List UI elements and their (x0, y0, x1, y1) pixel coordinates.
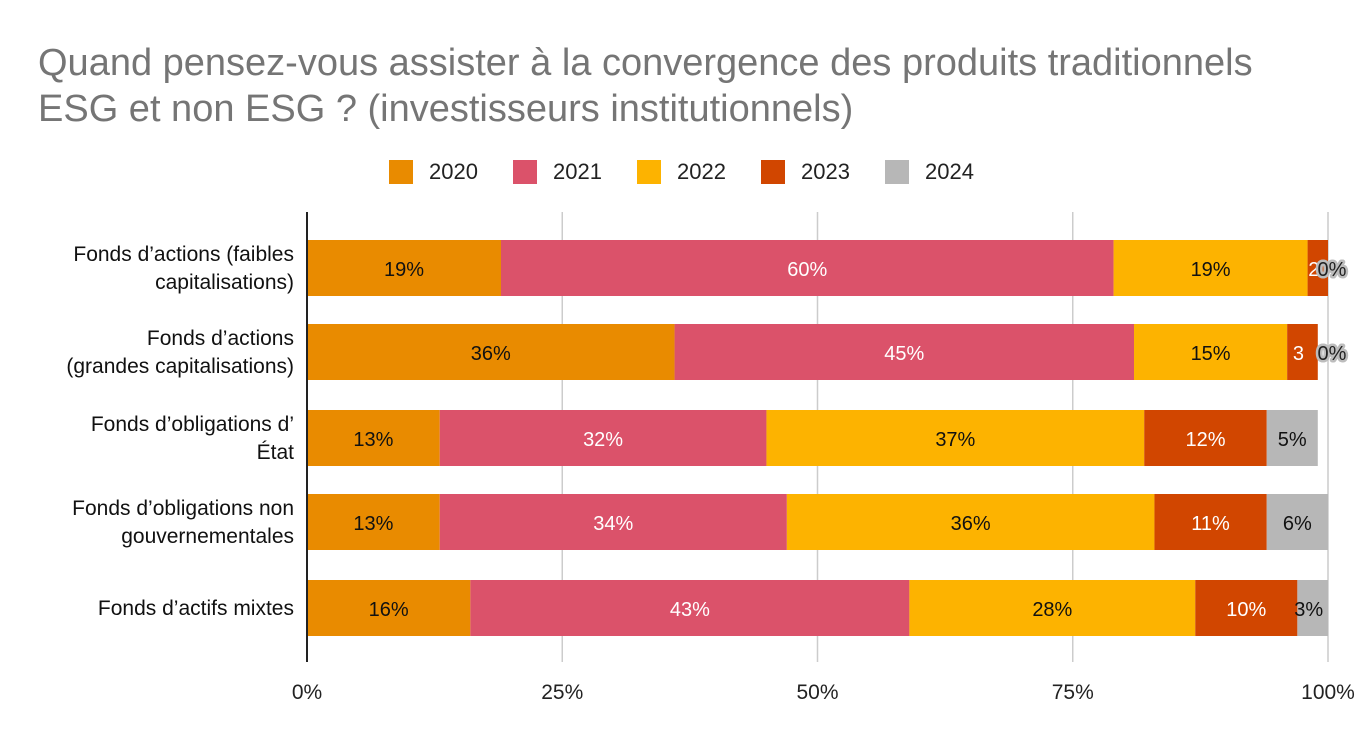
data-label: 45% (884, 343, 924, 365)
bar-segment-2023 (1307, 240, 1328, 296)
bar-segment-2020 (307, 324, 675, 380)
bar-segment-2024 (1266, 494, 1328, 550)
data-label: 3% (1294, 599, 1323, 621)
data-label: 43% (670, 599, 710, 621)
data-label: 2 (1308, 259, 1319, 281)
legend-swatch (637, 160, 661, 184)
legend-item: 2021 (513, 156, 602, 188)
bar-segment-2021 (500, 240, 1114, 296)
chart-legend: 2020 2021 2022 2023 2024 (0, 156, 1366, 188)
x-tick-label: 0% (292, 681, 322, 704)
data-label: 5% (1278, 429, 1307, 451)
bar-segment-2023 (1144, 410, 1267, 466)
data-label: 19% (1191, 259, 1231, 281)
bar-segment-2021 (439, 410, 767, 466)
bar-segment-2022 (1134, 324, 1288, 380)
chart-title-line-2: ESG et non ESG ? (investisseurs institut… (38, 88, 854, 130)
x-tick-label: 50% (796, 681, 838, 704)
data-label: 16% (369, 599, 409, 621)
data-label: 0% (1318, 259, 1347, 281)
data-label: 32% (583, 429, 623, 451)
data-label: 28% (1032, 599, 1072, 621)
legend-item: 2022 (637, 156, 726, 188)
chart-title: Quand pensez-vous assister à la converge… (38, 40, 1338, 132)
bar-segment-2023 (1195, 580, 1298, 636)
data-label: 60% (787, 259, 827, 281)
bar-segment-2022 (1113, 240, 1308, 296)
category-label: Fonds d’obligations d’ (91, 413, 294, 436)
legend-swatch (885, 160, 909, 184)
bar-segment-2022 (766, 410, 1145, 466)
data-label: 10% (1226, 599, 1266, 621)
data-label: 19% (384, 259, 424, 281)
bar-segment-2023 (1154, 494, 1267, 550)
data-label: 12% (1185, 429, 1225, 451)
bar-segment-2023 (1287, 324, 1318, 380)
bar-segment-2022 (786, 494, 1155, 550)
legend-label: 2024 (925, 159, 974, 184)
data-label: 0% (1318, 343, 1347, 365)
legend-label: 2020 (429, 159, 478, 184)
x-tick-label: 100% (1301, 681, 1355, 704)
category-label: gouvernementales (121, 525, 294, 548)
category-label: Fonds d’actions (147, 327, 294, 350)
category-label: État (257, 441, 295, 464)
bar-segment-2021 (470, 580, 910, 636)
bar-segment-2022 (909, 580, 1196, 636)
legend-swatch (761, 160, 785, 184)
bar-segment-2020 (307, 580, 471, 636)
x-tick-label: 25% (541, 681, 583, 704)
legend-label: 2022 (677, 159, 726, 184)
category-label: Fonds d’actions (faibles (73, 243, 294, 266)
data-label: 13% (353, 513, 393, 535)
data-label: 6% (1283, 513, 1312, 535)
bar-segment-2024 (1297, 580, 1328, 636)
bar-segment-2020 (307, 410, 440, 466)
category-label: Fonds d’actifs mixtes (98, 597, 294, 620)
data-label: 37% (935, 429, 975, 451)
category-label: (grandes capitalisations) (66, 355, 294, 378)
data-label: 3 (1293, 343, 1304, 365)
bar-segment-2020 (307, 240, 501, 296)
chart-title-line-1: Quand pensez-vous assister à la converge… (38, 42, 1253, 84)
bar-segment-2021 (674, 324, 1135, 380)
data-label: 34% (593, 513, 633, 535)
x-tick-label: 75% (1052, 681, 1094, 704)
legend-label: 2023 (801, 159, 850, 184)
legend-item: 2024 (885, 156, 974, 188)
legend-swatch (389, 160, 413, 184)
legend-item: 2023 (761, 156, 850, 188)
data-label: 36% (951, 513, 991, 535)
legend-item: 2020 (389, 156, 478, 188)
data-label: 11% (1191, 513, 1230, 535)
legend-label: 2021 (553, 159, 602, 184)
data-label: 13% (353, 429, 393, 451)
category-label: Fonds d’obligations non (72, 497, 294, 520)
category-label: capitalisations) (155, 271, 294, 294)
bar-segment-2020 (307, 494, 440, 550)
data-label: 36% (471, 343, 511, 365)
data-label: 15% (1191, 343, 1231, 365)
legend-swatch (513, 160, 537, 184)
bar-segment-2021 (439, 494, 787, 550)
bar-segment-2024 (1266, 410, 1318, 466)
